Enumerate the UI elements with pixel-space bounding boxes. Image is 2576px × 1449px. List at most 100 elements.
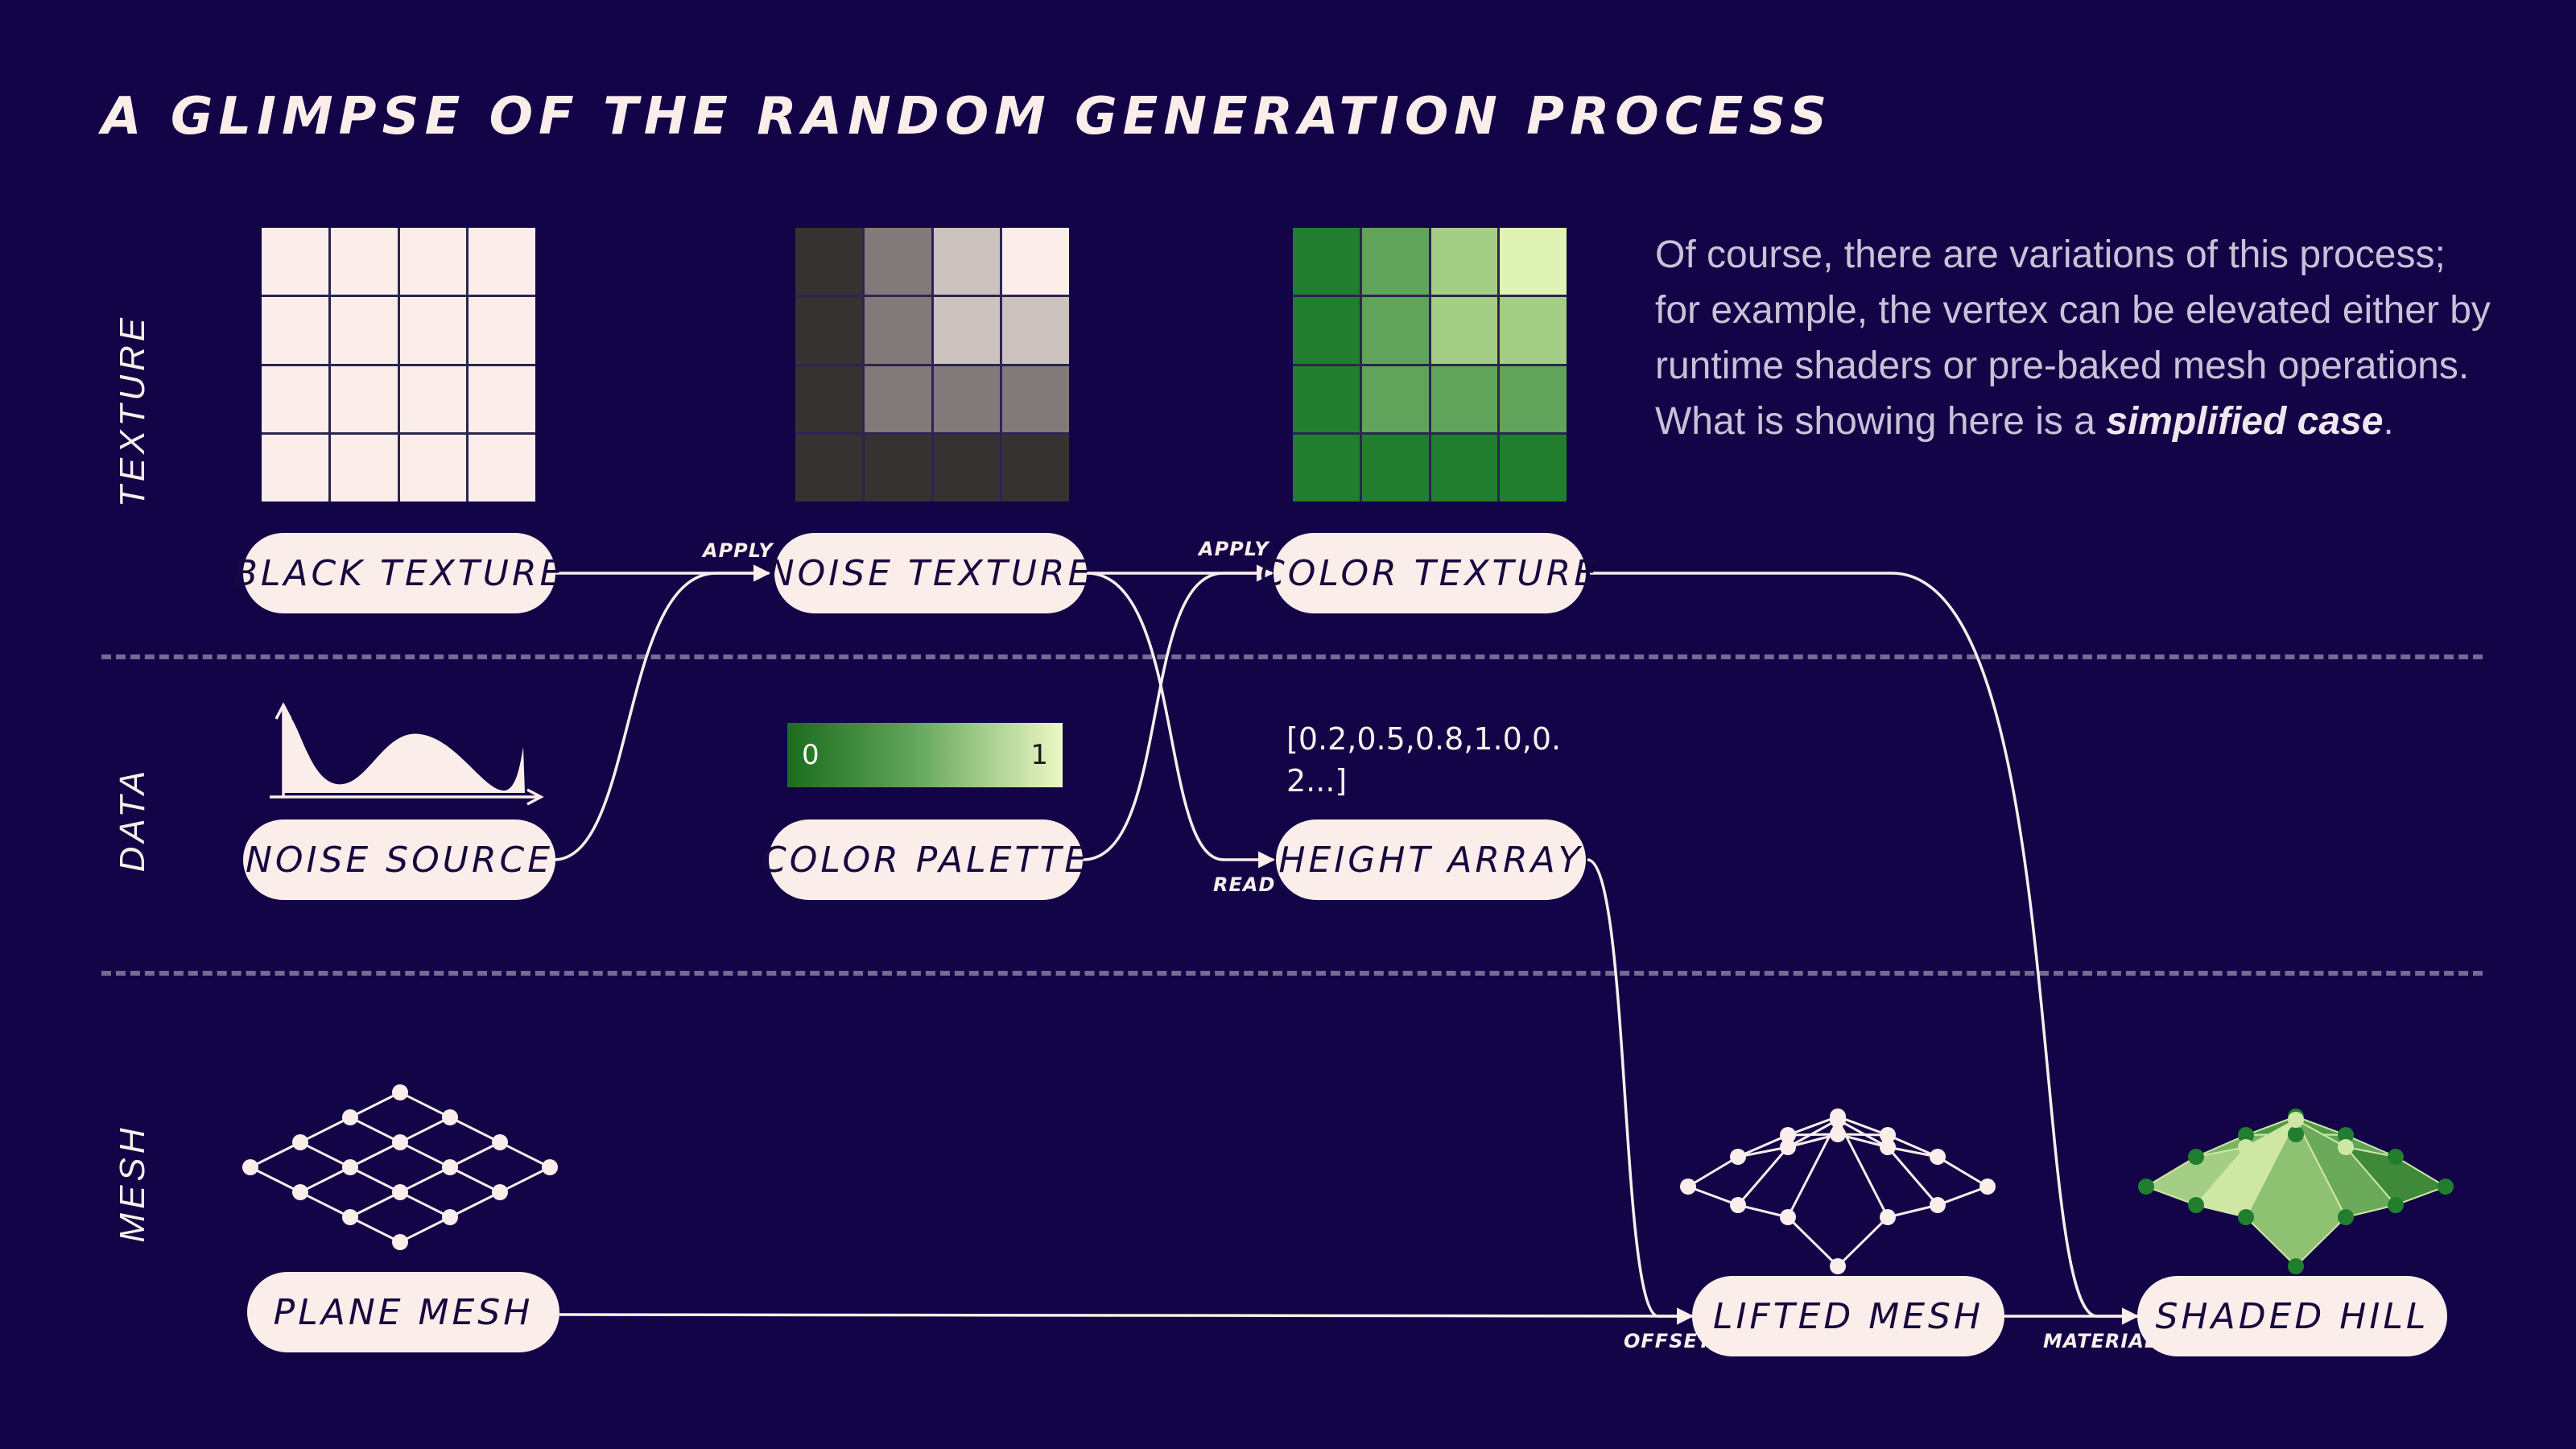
noise-texture-cell xyxy=(1002,365,1069,433)
noise-texture-cell xyxy=(933,228,1001,295)
edge-label-apply-2: APPLY xyxy=(1199,538,1269,560)
node-noise-texture[interactable]: NOISE TEXTURE xyxy=(768,533,1090,613)
node-color-texture[interactable]: COLOR TEXTURE xyxy=(1260,533,1596,613)
noise-texture-cell xyxy=(864,365,931,433)
black-texture-cell xyxy=(262,296,328,364)
mesh-edge xyxy=(349,1091,401,1119)
edge-palette-to-color xyxy=(1082,564,1274,861)
mesh-edge xyxy=(299,1116,351,1144)
color-texture-cell xyxy=(1430,435,1498,502)
mesh-edge xyxy=(250,1166,301,1194)
mesh-vertex xyxy=(442,1109,458,1125)
black-texture-cell xyxy=(399,365,467,433)
mesh-edge xyxy=(1887,1133,1938,1158)
mesh-vertex xyxy=(2338,1127,2354,1143)
black-texture-cell xyxy=(469,228,535,295)
mesh-vertex xyxy=(542,1159,558,1175)
mesh-edge xyxy=(1887,1146,1938,1158)
color-texture-cell xyxy=(1430,228,1498,295)
diagram-title: A GLIMPSE OF THE RANDOM GENERATION PROCE… xyxy=(101,87,1833,147)
mesh-vertex xyxy=(2138,1179,2154,1195)
mesh-vertex xyxy=(1680,1179,1696,1195)
mesh-vertex xyxy=(292,1184,308,1200)
noise-texture-cell xyxy=(1002,296,1069,364)
color-texture-cell xyxy=(1430,296,1498,364)
mesh-edge xyxy=(1886,1146,1939,1206)
black-texture-cell xyxy=(262,228,328,295)
black-texture-cell xyxy=(262,365,328,433)
mesh-vertex xyxy=(2288,1112,2304,1128)
mesh-vertex xyxy=(292,1134,308,1150)
shaded-hill-icon xyxy=(2138,1108,2454,1274)
mesh-edge xyxy=(449,1191,501,1219)
mesh-edge xyxy=(399,1191,451,1219)
mesh-vertex xyxy=(1780,1209,1796,1225)
mesh-vertex xyxy=(2288,1258,2304,1274)
mesh-vertex xyxy=(342,1109,358,1125)
mesh-vertex xyxy=(342,1159,358,1175)
color-texture-cell xyxy=(1293,435,1360,502)
mesh-edge xyxy=(299,1141,351,1169)
node-lifted-mesh[interactable]: LIFTED MESH xyxy=(1692,1276,2004,1356)
mesh-vertex xyxy=(1730,1149,1746,1165)
black-texture-cell xyxy=(330,228,398,295)
mesh-vertex xyxy=(2188,1149,2204,1165)
note-emphasis: simplified case xyxy=(2106,400,2384,443)
black-texture-cell xyxy=(330,296,398,364)
color-texture-grid xyxy=(1293,228,1567,502)
black-texture-cell xyxy=(399,228,467,295)
mesh-vertex xyxy=(1979,1179,1996,1195)
note-text: Of course, there are variations of this … xyxy=(1655,233,2491,443)
mesh-edge xyxy=(399,1091,451,1119)
node-shaded-hill[interactable]: SHADED HILL xyxy=(2137,1276,2447,1356)
mesh-edge xyxy=(1687,1185,1739,1207)
noise-texture-cell xyxy=(795,228,862,295)
edge-noise-to-height xyxy=(1086,572,1276,869)
node-height-array[interactable]: HEIGHT ARRAY xyxy=(1276,819,1586,900)
edge-label-read: READ xyxy=(1213,873,1276,896)
black-texture-cell xyxy=(469,296,535,364)
mesh-edge xyxy=(1887,1203,1938,1219)
node-plane-mesh[interactable]: PLANE MESH xyxy=(247,1272,559,1352)
noise-texture-grid xyxy=(795,228,1069,502)
mesh-vertex xyxy=(2388,1149,2404,1165)
color-texture-cell xyxy=(1361,296,1429,364)
noise-texture-cell xyxy=(795,435,862,502)
edge-height-to-lifted xyxy=(1587,858,1695,1325)
black-texture-cell xyxy=(469,365,535,433)
mesh-edge xyxy=(349,1216,401,1244)
edge-plane-to-lifted xyxy=(559,1307,1695,1325)
row-divider-top xyxy=(101,654,2483,659)
mesh-edge xyxy=(1937,1155,1988,1188)
mesh-edge xyxy=(1737,1203,1789,1219)
mesh-vertex xyxy=(342,1209,358,1225)
mesh-vertex xyxy=(442,1209,458,1225)
node-noise-source[interactable]: NOISE SOURCE xyxy=(243,819,555,900)
mesh-vertex xyxy=(442,1159,458,1175)
mesh-edge xyxy=(349,1116,401,1144)
noise-texture-cell xyxy=(795,296,862,364)
noise-source-icon xyxy=(270,702,544,806)
mesh-edge xyxy=(1786,1216,1839,1268)
color-texture-cell xyxy=(1293,365,1360,433)
color-texture-cell xyxy=(1293,228,1360,295)
noise-texture-cell xyxy=(864,435,931,502)
edge-noise-source-to-noise xyxy=(553,564,771,861)
noise-texture-cell xyxy=(864,228,931,295)
noise-texture-cell xyxy=(864,296,931,364)
mesh-edge xyxy=(499,1141,551,1169)
mesh-edge xyxy=(1836,1216,1889,1268)
mesh-edge xyxy=(449,1166,501,1194)
mesh-vertex xyxy=(2438,1179,2454,1195)
black-texture-cell xyxy=(330,435,398,502)
noise-texture-cell xyxy=(933,296,1001,364)
mesh-vertex xyxy=(1930,1197,1946,1213)
node-color-palette[interactable]: COLOR PALETTE xyxy=(762,819,1087,900)
process-note: Of course, there are variations of this … xyxy=(1655,227,2500,449)
mesh-vertex xyxy=(392,1234,408,1250)
color-texture-cell xyxy=(1293,296,1360,364)
node-black-texture[interactable]: BLACK TEXTURE xyxy=(233,533,562,613)
mesh-vertex xyxy=(1780,1127,1796,1143)
mesh-vertex xyxy=(392,1184,408,1200)
